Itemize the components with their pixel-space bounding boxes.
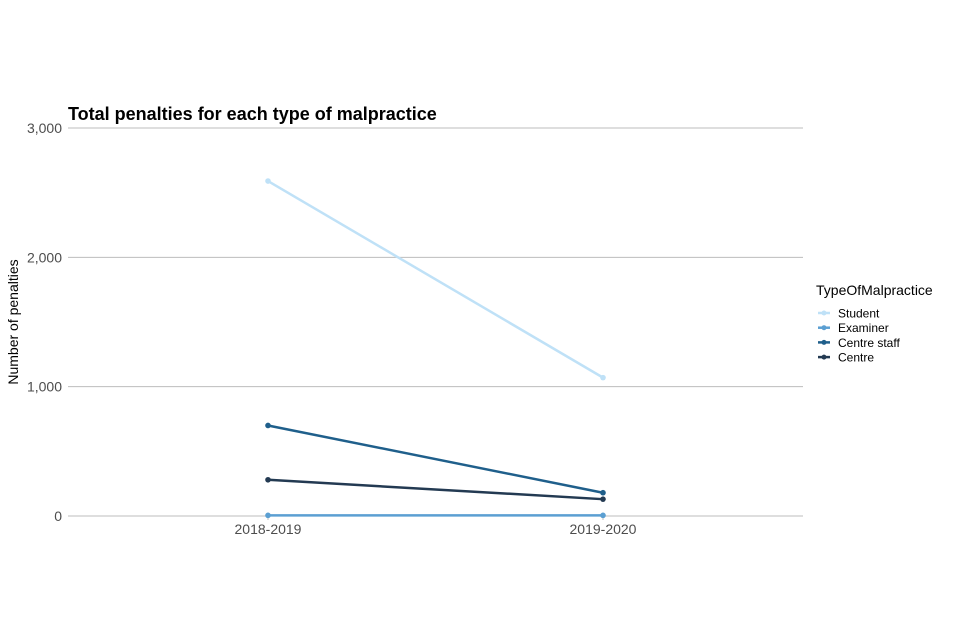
legend-label: Centre staff [838,336,900,350]
legend: TypeOfMalpractice StudentExaminerCentre … [816,282,933,365]
legend-label: Examiner [838,321,889,335]
data-point [265,476,271,483]
legend-title: TypeOfMalpractice [816,282,933,298]
y-tick-label: 0 [54,508,62,524]
y-tick-label: 1,000 [27,379,62,395]
legend-key-point [821,310,827,316]
y-tick-label: 2,000 [27,249,62,265]
data-point [600,374,606,381]
series-line [267,179,604,379]
legend-label: Centre [838,351,874,365]
y-axis-label: Number of penalties [5,259,21,384]
data-point [265,422,271,429]
x-tick-label: 2019-2020 [570,521,637,537]
data-point [600,496,606,502]
x-tick-labels: 2018-2019 2019-2020 [235,516,637,537]
legend-key-point [821,354,827,360]
legend-key-point [821,339,827,345]
y-tick-label: 3,000 [27,120,62,136]
data-point [600,512,606,519]
gridlines [68,127,803,517]
data-point [600,489,606,496]
legend-key-point [821,325,827,331]
series-layer [265,178,606,519]
series-line [267,424,604,494]
y-tick-labels: 0 1,000 2,000 3,000 [27,120,62,524]
legend-label: Student [838,307,880,321]
series-line [267,478,604,501]
data-point [265,178,271,184]
data-point [265,512,271,519]
x-tick-label: 2018-2019 [235,521,302,537]
chart-title: Total penalties for each type of malprac… [68,104,437,124]
